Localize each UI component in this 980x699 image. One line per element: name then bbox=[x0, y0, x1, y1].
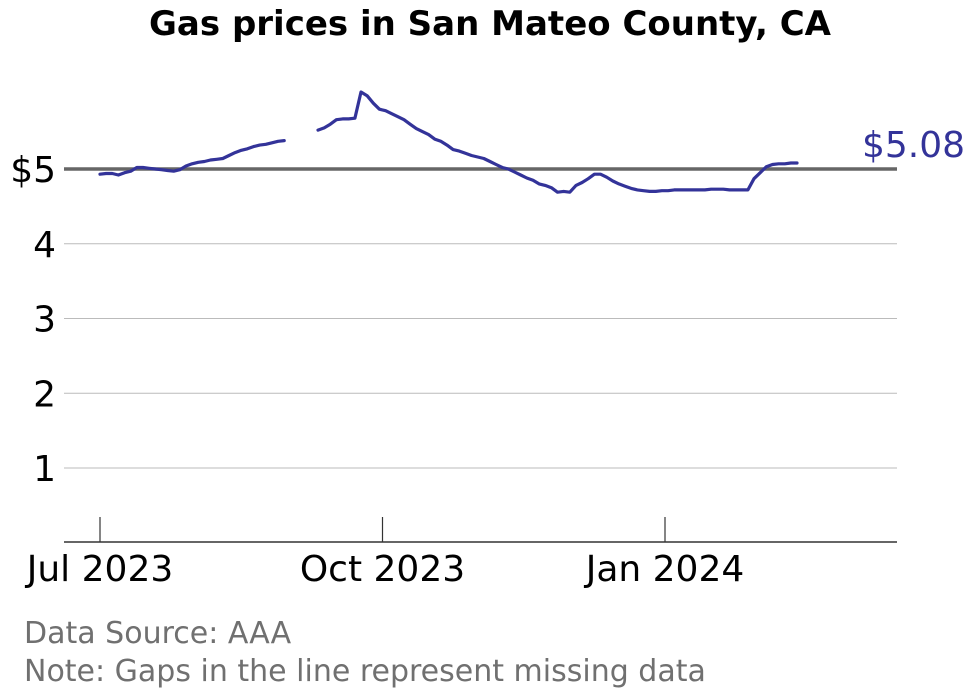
price-series bbox=[98, 90, 799, 194]
y-axis-labels: 1 2 3 4 $5 bbox=[10, 150, 56, 490]
price-line-segment bbox=[316, 90, 799, 194]
x-tick-label: Jul 2023 bbox=[25, 549, 174, 590]
missing-data-note: Note: Gaps in the line represent missing… bbox=[24, 654, 706, 689]
y-tick-label: 2 bbox=[33, 374, 56, 415]
x-tick-label: Jan 2024 bbox=[584, 549, 745, 590]
y-grid-lines bbox=[64, 243, 897, 469]
x-axis-ticks: Jul 2023 Oct 2023 Jan 2024 bbox=[25, 517, 745, 590]
y-tick-label: $5 bbox=[10, 150, 56, 191]
y-tick-label: 3 bbox=[33, 300, 56, 341]
y-tick-label: 4 bbox=[33, 225, 56, 266]
last-value-label: $5.08 bbox=[862, 125, 965, 166]
data-source-note: Data Source: AAA bbox=[24, 616, 292, 651]
price-line-segment bbox=[98, 139, 286, 177]
chart-title: Gas prices in San Mateo County, CA bbox=[149, 4, 831, 44]
y-tick-label: 1 bbox=[33, 449, 56, 490]
x-tick-label: Oct 2023 bbox=[300, 549, 465, 590]
